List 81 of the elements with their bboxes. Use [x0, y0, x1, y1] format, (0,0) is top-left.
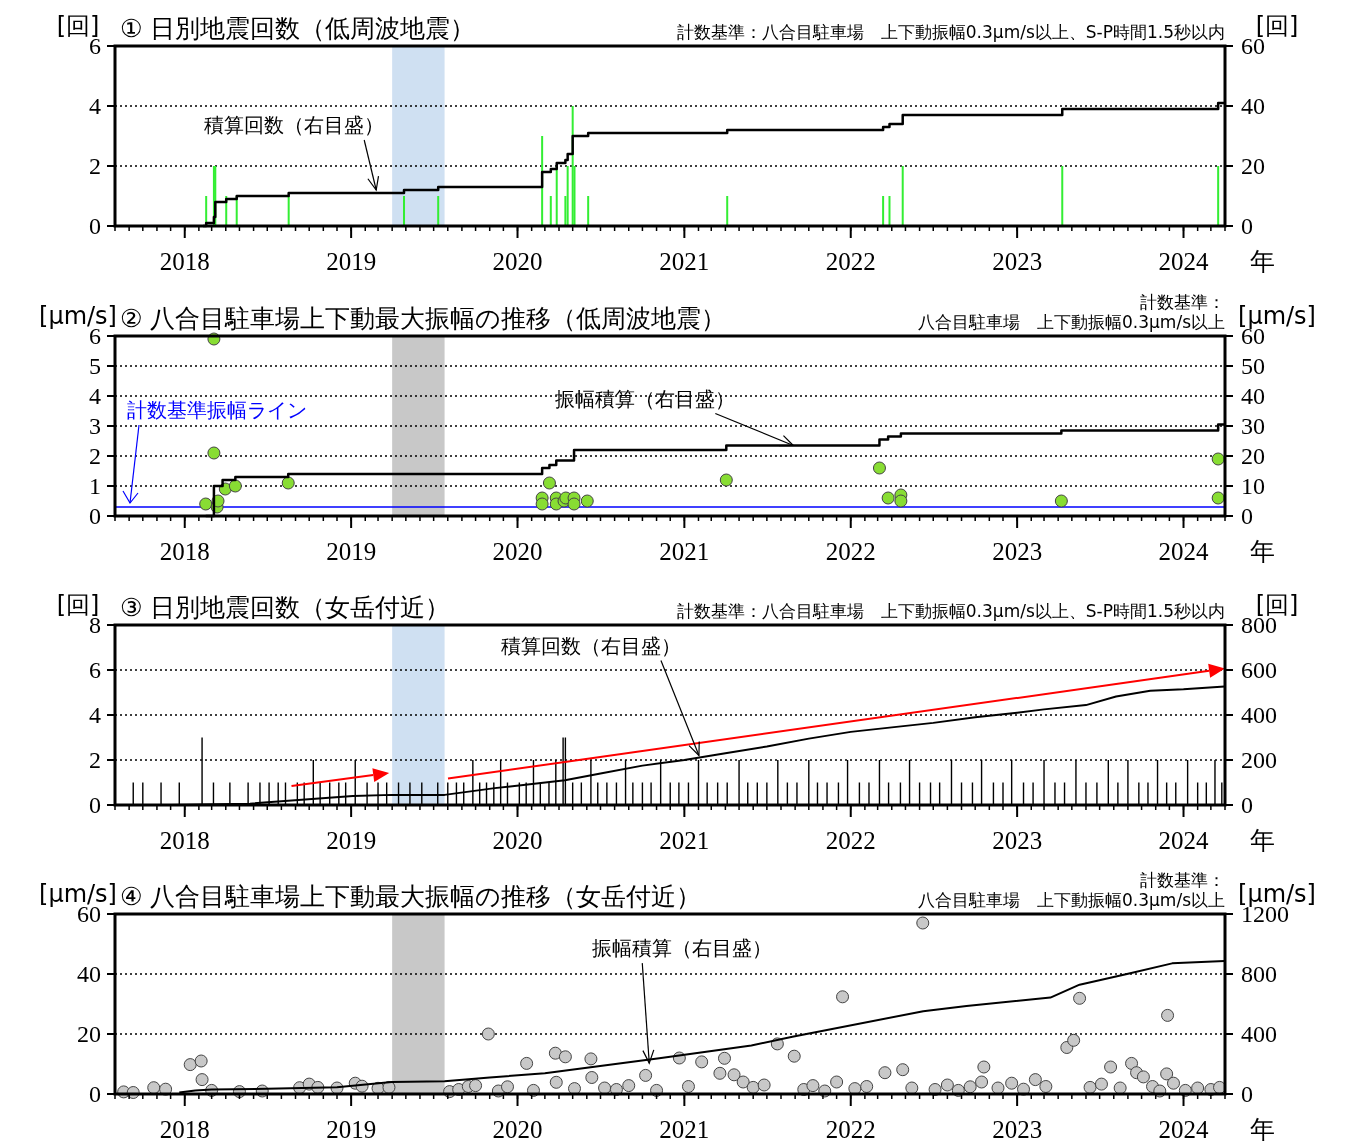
y-axis-title: [μm/s] — [39, 302, 117, 330]
x-tick-label: 2022 — [825, 1116, 876, 1143]
annotation: 積算回数（右目盛） — [204, 113, 385, 137]
chart-subtitle: 計数基準： — [1140, 292, 1225, 312]
y2-tick-label: 200 — [1241, 747, 1277, 773]
x-tick-label: 2019 — [326, 1116, 377, 1143]
y2-tick-label: 10 — [1241, 473, 1265, 499]
y-tick-label: 4 — [89, 383, 101, 409]
y-tick-label: 5 — [89, 353, 101, 379]
ref-line-label: 計数基準振幅ライン — [127, 398, 307, 422]
y-tick-label: 4 — [89, 93, 101, 119]
y2-tick-label: 0 — [1241, 792, 1253, 818]
y-axis-title: [μm/s] — [39, 880, 117, 908]
y2-tick-label: 0 — [1241, 503, 1253, 529]
x-tick-label: 2024 — [1158, 1116, 1210, 1143]
y-tick-label: 0 — [89, 503, 101, 529]
x-tick-label: 2020 — [492, 827, 543, 854]
chart-subtitle: 計数基準：八合目駐車場 上下動振幅0.3μm/s以上、S-P時間1.5秒以内 — [676, 22, 1225, 42]
x-tick-label: 2023 — [992, 538, 1043, 565]
x-tick-label: 2021 — [659, 538, 710, 565]
chart-title: ② 八合目駐車場上下動最大振幅の推移（低周波地震） — [120, 304, 727, 333]
x-axis-title: 年 — [1249, 537, 1275, 566]
x-tick-label: 2024 — [1158, 248, 1210, 275]
x-axis-title: 年 — [1249, 826, 1275, 855]
y-tick-label: 0 — [89, 1081, 101, 1107]
y2-tick-label: 30 — [1241, 413, 1265, 439]
chart-title: ① 日別地震回数（低周波地震） — [120, 14, 476, 43]
x-tick-label: 2018 — [159, 248, 210, 275]
chart-subtitle: 計数基準：八合目駐車場 上下動振幅0.3μm/s以上、S-P時間1.5秒以内 — [676, 601, 1225, 621]
text: 八合目駐車場 上下動振幅0.3μm/s以上 — [918, 312, 1225, 332]
y2-tick-label: 0 — [1241, 213, 1253, 239]
y2-tick-label: 400 — [1241, 702, 1277, 728]
y-tick-label: 0 — [89, 213, 101, 239]
x-tick-label: 2020 — [492, 1116, 543, 1143]
y2-tick-label: 0 — [1241, 1081, 1253, 1107]
x-tick-label: 2020 — [492, 248, 543, 275]
annotation: 振幅積算（右目盛） — [555, 386, 736, 411]
y2-tick-label: 600 — [1241, 657, 1277, 683]
x-tick-label: 2022 — [825, 827, 876, 854]
y-tick-label: 2 — [89, 747, 101, 773]
x-tick-label: 2018 — [159, 1116, 210, 1143]
x-axis-title: 年 — [1249, 247, 1275, 276]
x-tick-label: 2021 — [659, 248, 710, 275]
y2-tick-label: 50 — [1241, 353, 1265, 379]
annotation: 振幅積算（右目盛） — [592, 936, 773, 961]
y2-tick-label: 20 — [1241, 443, 1265, 469]
x-tick-label: 2021 — [659, 827, 710, 854]
x-tick-label: 2019 — [326, 248, 377, 275]
x-axis-title: 年 — [1249, 1115, 1275, 1144]
y2-tick-label: 40 — [1241, 93, 1265, 119]
x-tick-label: 2018 — [159, 538, 210, 565]
text: 八合目駐車場 上下動振幅0.3μm/s以上 — [918, 890, 1225, 910]
y2-tick-label: 800 — [1241, 961, 1277, 987]
y-tick-label: 40 — [77, 961, 101, 987]
x-tick-label: 2024 — [1158, 827, 1210, 854]
y-tick-label: 2 — [89, 153, 101, 179]
x-tick-label: 2019 — [326, 827, 377, 854]
chart-subtitle: 計数基準： — [1140, 870, 1225, 890]
y-tick-label: 2 — [89, 443, 101, 469]
y-tick-label: 1 — [89, 473, 101, 499]
x-tick-label: 2022 — [825, 538, 876, 565]
y-tick-label: 0 — [89, 792, 101, 818]
x-tick-label: 2020 — [492, 538, 543, 565]
y-tick-label: 3 — [89, 413, 101, 439]
x-tick-label: 2023 — [992, 1116, 1043, 1143]
y2-tick-label: 400 — [1241, 1021, 1277, 1047]
annotation: 積算回数（右目盛） — [500, 633, 681, 658]
x-tick-label: 2019 — [326, 538, 377, 565]
y-tick-label: 6 — [89, 657, 101, 683]
x-tick-label: 2023 — [992, 248, 1043, 275]
y-tick-label: 4 — [89, 702, 101, 728]
y2-tick-label: 40 — [1241, 383, 1265, 409]
y-tick-label: 20 — [77, 1021, 101, 1047]
chart-title: ④ 八合目駐車場上下動最大振幅の推移（女岳付近） — [120, 882, 702, 911]
chart-title: ③ 日別地震回数（女岳付近） — [120, 593, 451, 622]
x-tick-label: 2023 — [992, 827, 1043, 854]
x-tick-label: 2018 — [159, 827, 210, 854]
x-tick-label: 2022 — [825, 248, 876, 275]
x-tick-label: 2021 — [659, 1116, 710, 1143]
x-tick-label: 2024 — [1158, 538, 1210, 565]
y2-tick-label: 20 — [1241, 153, 1265, 179]
